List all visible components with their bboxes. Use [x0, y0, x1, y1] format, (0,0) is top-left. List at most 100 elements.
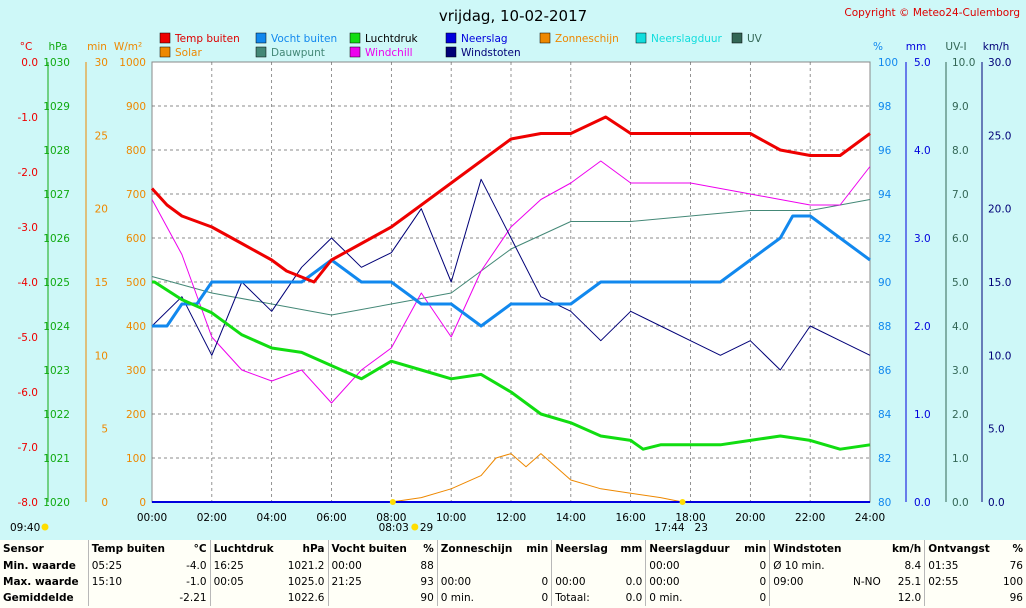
tick-label-sunshine: 15: [95, 277, 108, 289]
min-temp-value: -4.0: [186, 560, 207, 572]
legend-swatch-windchill: [349, 46, 361, 58]
tick-label-temp: 0.0: [21, 57, 38, 69]
tick-label-temp: -4.0: [18, 277, 39, 289]
max-reception-value: 100: [1002, 576, 1023, 588]
tick-label-wind: 25.0: [988, 130, 1011, 142]
weather-chart: vrijdag, 10-02-2017 Copyright © Meteo24-C…: [10, 7, 1020, 534]
legend-swatch-solar: [159, 46, 171, 58]
tick-label-pressure: 1026: [43, 233, 70, 245]
hdr-temp: Temp buiten: [87, 540, 174, 558]
tick-label-uv: 4.0: [952, 321, 969, 333]
tick-label-humidity: 98: [878, 101, 891, 113]
legend-label-humidity: Vocht buiten: [271, 33, 337, 45]
tick-label-pressure: 1022: [43, 409, 70, 421]
max-press-time: 00:05: [209, 574, 282, 590]
legend-label-dewpoint: Dauwpunt: [271, 47, 325, 59]
sunrise-icon: [411, 523, 419, 531]
tick-label-pressure: 1028: [43, 145, 70, 157]
min-hum-value: 88: [420, 560, 434, 572]
tick-label-humidity: 86: [878, 365, 892, 377]
tick-label-solar: 900: [126, 101, 146, 113]
x-tick-label: 24:00: [855, 512, 885, 524]
tick-label-temp: -8.0: [18, 497, 39, 509]
max-reception-time: 02:55: [924, 574, 998, 590]
hdr-rain: Neerslag: [551, 540, 616, 558]
axis-unit-solar: W/m²: [114, 41, 142, 53]
x-tick-label: 14:00: [556, 512, 586, 524]
axis-unit-pressure: hPa: [49, 41, 68, 53]
min-temp-time: 05:25: [87, 558, 174, 574]
tick-label-solar: 300: [126, 365, 146, 377]
min-raindur-value: 0: [759, 560, 767, 572]
sunrise-marker: [389, 499, 396, 505]
legend-label-pressure: Luchtdruk: [365, 33, 419, 45]
x-tick-label: 16:00: [616, 512, 646, 524]
tick-label-sunshine: 5: [101, 424, 108, 436]
series-line-humidity: [152, 214, 871, 328]
avg-wind-value: 12.0: [897, 592, 922, 604]
min-press-time: 16:25: [209, 558, 282, 574]
tick-label-humidity: 100: [878, 57, 898, 69]
hdr-sensor: Sensor: [3, 543, 44, 555]
tick-label-rain: 5.0: [914, 57, 931, 69]
avg-press-value: 1022.6: [287, 592, 325, 604]
tick-label-rain: 2.0: [914, 321, 931, 333]
chart-title: vrijdag, 10-02-2017: [439, 7, 587, 25]
axis-unit-temp: °C: [20, 41, 33, 53]
x-tick-label: 02:00: [197, 512, 227, 524]
axis-unit-rain: mm: [906, 41, 926, 53]
x-tick-label: 08:00: [376, 512, 406, 524]
legend-swatch-pressure: [349, 32, 361, 44]
tick-label-rain: 4.0: [914, 145, 931, 157]
summary-table: Sensor Temp buiten °C Luchtdruk hPa Voch…: [0, 540, 1026, 608]
avg-hum-value: 90: [420, 592, 434, 604]
min-reception-value: 76: [1009, 560, 1023, 572]
sunrise-label: 08:03: [379, 522, 409, 534]
min-wind-time: Ø 10 min.: [769, 558, 851, 574]
avg-reception-value: 96: [1009, 592, 1023, 604]
row-max-label: Max. waarde: [3, 576, 79, 588]
max-wind-direction: N-NO: [853, 576, 881, 588]
x-tick-label: 20:00: [735, 512, 765, 524]
row-min-label: Min. waarde: [3, 560, 76, 572]
avg-sun-value: 0: [541, 592, 549, 604]
tick-label-wind: 30.0: [988, 57, 1011, 69]
tick-label-uv: 8.0: [952, 145, 969, 157]
min-reception-time: 01:35: [924, 558, 998, 574]
tick-label-temp: -2.0: [18, 167, 39, 179]
min-rain-time: [551, 558, 616, 574]
x-tick-label: 18:00: [675, 512, 705, 524]
sunset-marker: [679, 499, 686, 505]
hdr-sunshine-unit: min: [526, 543, 549, 555]
legend-label-raintime: Neerslagduur: [651, 33, 723, 45]
tick-label-pressure: 1021: [43, 453, 70, 465]
tick-label-sunshine: 30: [95, 57, 108, 69]
tick-label-humidity: 80: [878, 497, 891, 509]
tick-label-uv: 1.0: [952, 453, 969, 465]
max-raindur-value: 0: [759, 576, 767, 588]
tick-label-pressure: 1029: [43, 101, 70, 113]
tick-label-pressure: 1020: [43, 497, 70, 509]
tick-label-solar: 500: [126, 277, 146, 289]
max-press-value: 1025.0: [287, 576, 325, 588]
tick-label-pressure: 1023: [43, 365, 70, 377]
tick-label-humidity: 94: [878, 189, 892, 201]
legend-swatch-humidity: [255, 32, 267, 44]
legend-label-uv: UV: [747, 33, 763, 45]
tick-label-wind: 5.0: [988, 424, 1005, 436]
avg-sun-label: 0 min.: [436, 590, 522, 606]
chart-area: vrijdag, 10-02-2017 Copyright © Meteo24-C…: [0, 0, 1026, 540]
tick-label-uv: 3.0: [952, 365, 969, 377]
legend-label-sunshine: Zonneschijn: [555, 33, 619, 45]
sun-start-label: 09:40: [10, 522, 40, 534]
hdr-raindur-unit: min: [744, 543, 767, 555]
tick-label-humidity: 88: [878, 321, 891, 333]
tick-label-rain: 3.0: [914, 233, 931, 245]
sunset-suffix: 23: [695, 522, 708, 534]
tick-label-humidity: 84: [878, 409, 892, 421]
tick-label-sunshine: 0: [101, 497, 108, 509]
hdr-temp-unit: °C: [193, 543, 207, 555]
x-tick-label: 22:00: [795, 512, 825, 524]
tick-label-uv: 0.0: [952, 497, 969, 509]
tick-label-humidity: 90: [878, 277, 891, 289]
